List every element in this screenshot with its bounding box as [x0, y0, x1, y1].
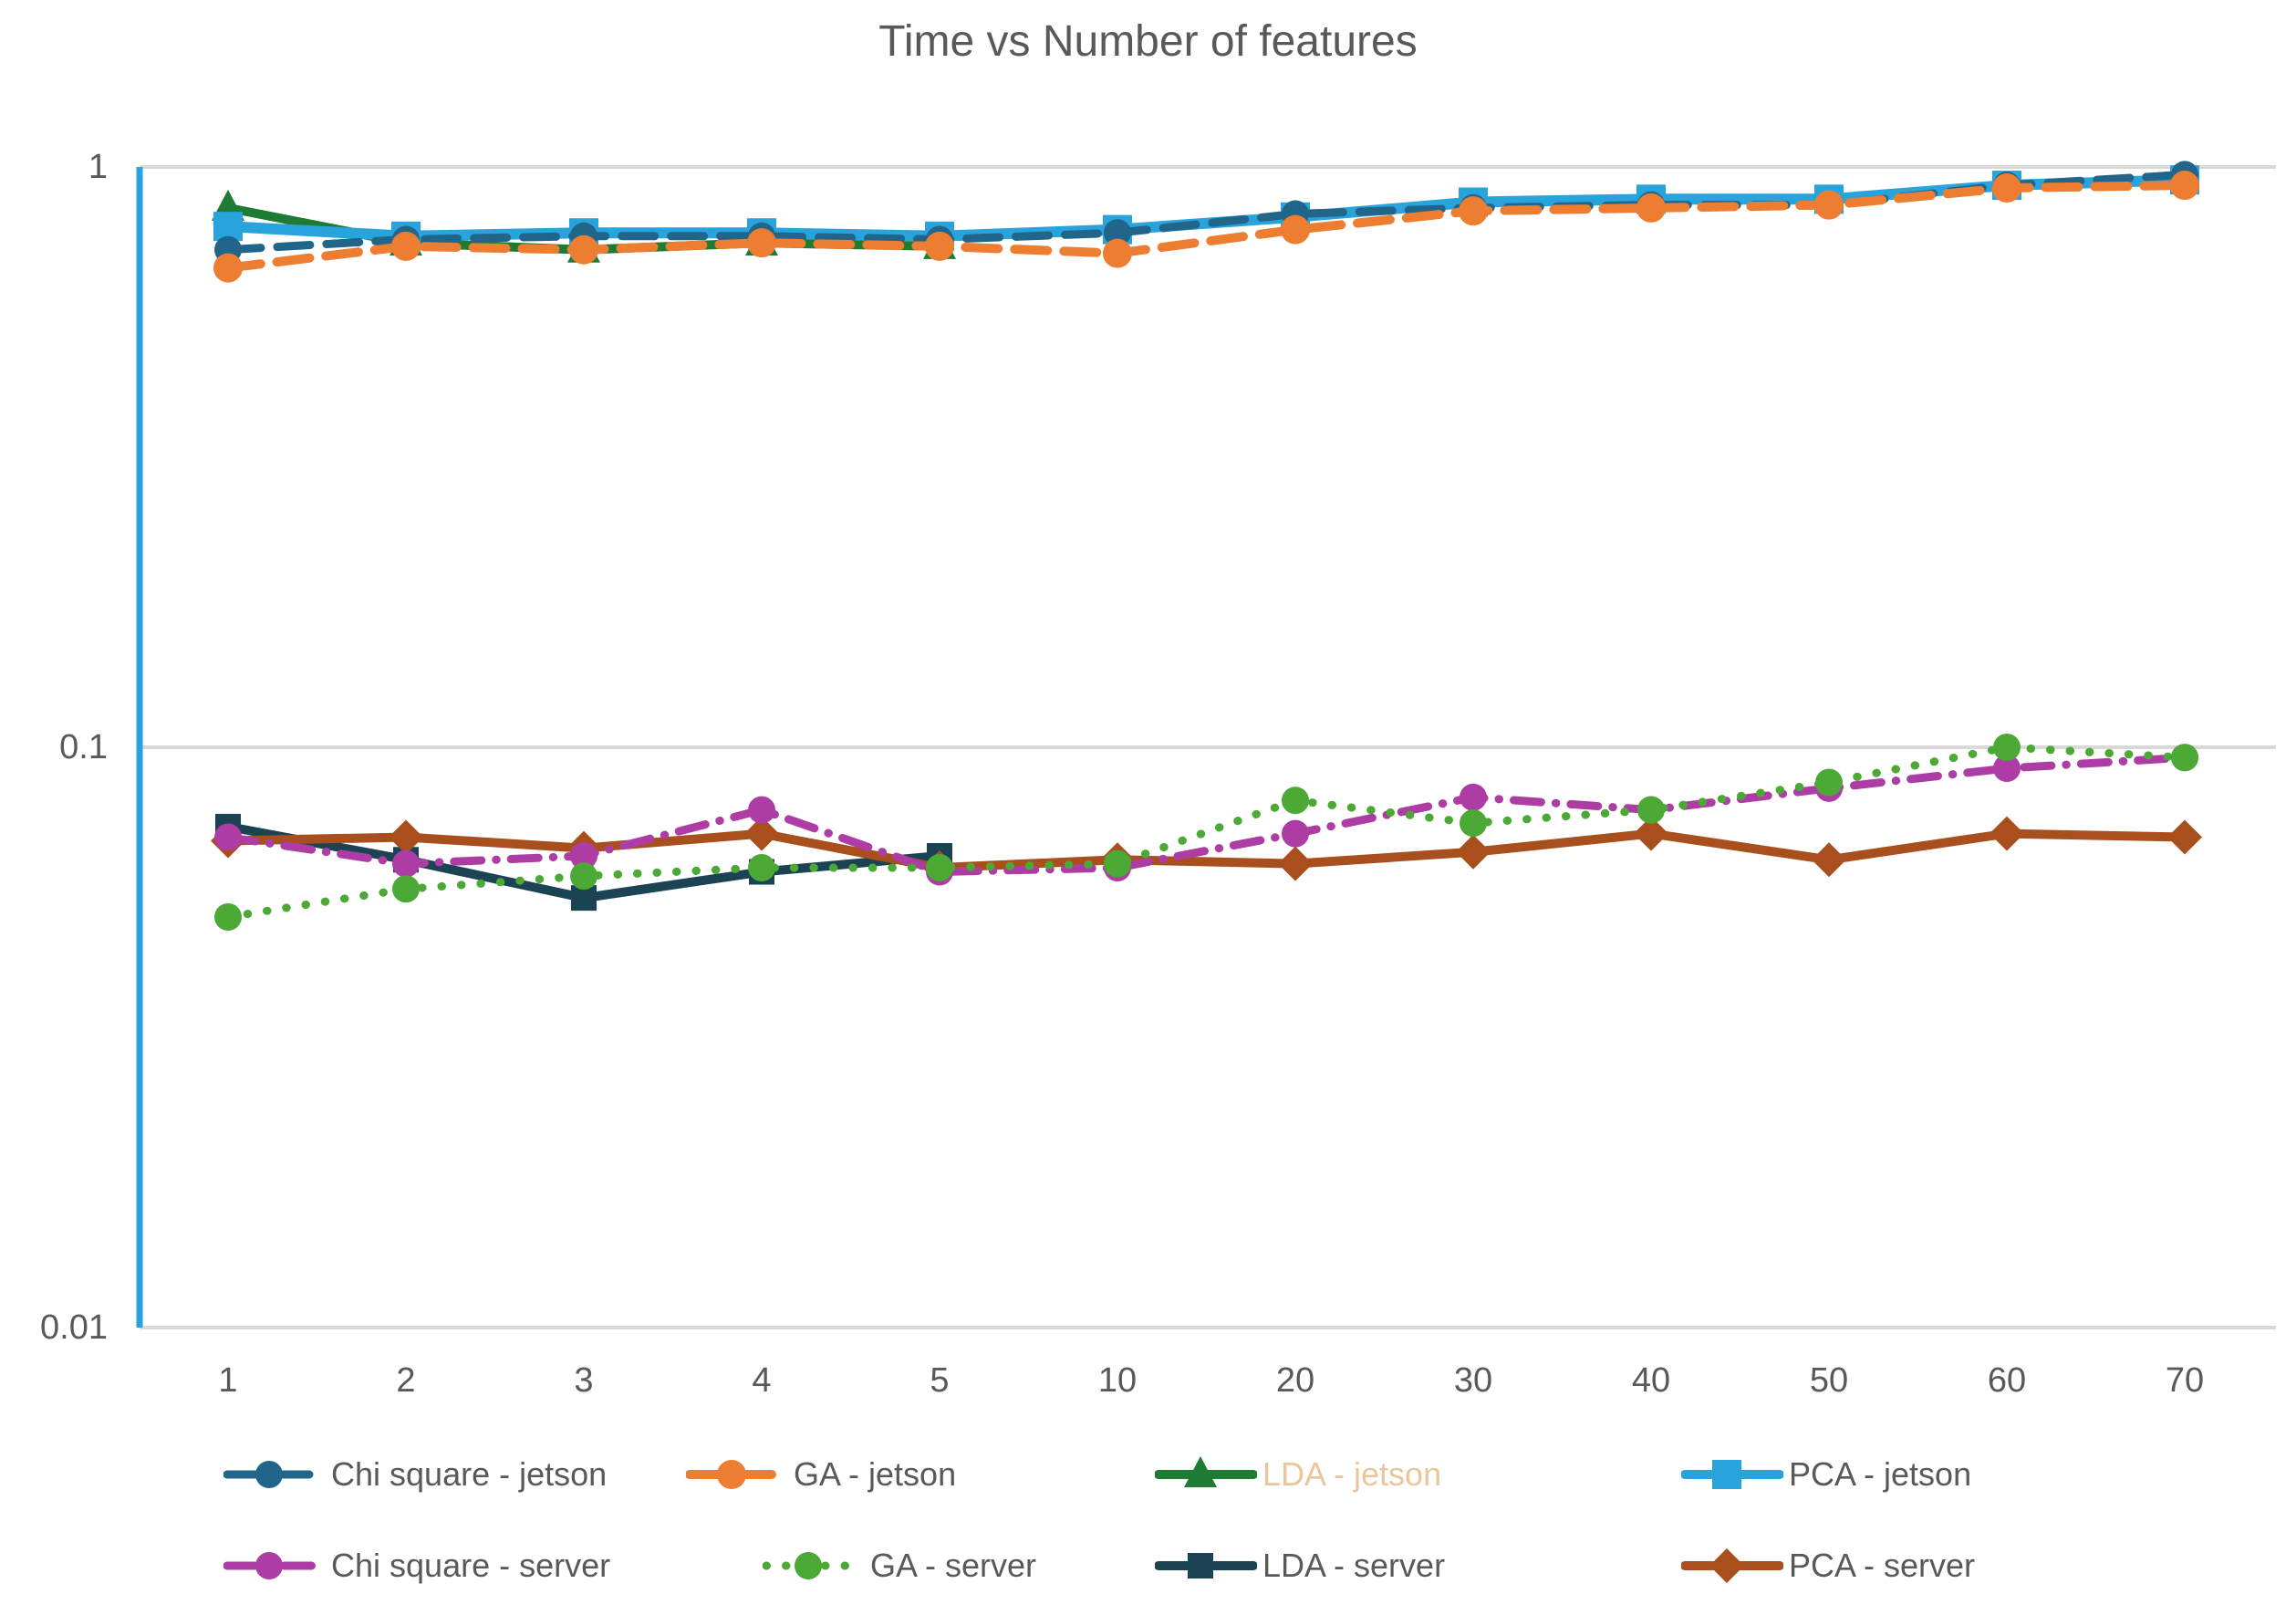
- marker-pca-server: [1709, 1548, 1744, 1583]
- marker-ga-jetson: [1636, 193, 1666, 223]
- y-tick-label-1: 1: [88, 148, 108, 186]
- legend-label-chi-square-jetson: Chi square - jetson: [331, 1455, 608, 1493]
- y-tick-label-0.1: 0.1: [59, 728, 108, 766]
- marker-ga-server: [926, 854, 953, 882]
- marker-ga-jetson: [1103, 238, 1132, 268]
- marker-ga-jetson: [747, 228, 776, 258]
- marker-ga-jetson: [391, 231, 421, 261]
- marker-ga-jetson: [1992, 173, 2021, 203]
- marker-ga-jetson: [925, 231, 954, 261]
- legend-marker-chi-square-server: [223, 1552, 326, 1579]
- marker-chi-square-server: [748, 796, 775, 824]
- series-line-pca-server: [223, 828, 2189, 873]
- marker-ga-server: [570, 862, 597, 891]
- marker-pca-server: [1456, 834, 1491, 870]
- x-tick-label-70: 70: [2165, 1361, 2205, 1400]
- x-tick-label-20: 20: [1275, 1361, 1315, 1400]
- marker-ga-jetson: [1814, 190, 1844, 220]
- x-tick-label-30: 30: [1453, 1361, 1493, 1400]
- series-line-ga-jetson: [223, 181, 2189, 273]
- marker-chi-square-server: [570, 841, 597, 870]
- series-line-ga-server: [223, 743, 2189, 922]
- legend-item-lda-server: LDA - server: [1155, 1546, 1445, 1586]
- marker-pca-server: [2167, 819, 2202, 855]
- marker-chi-square-jetson: [1104, 219, 1131, 247]
- legend-item-lda-jetson: LDA - jetson: [1155, 1454, 1441, 1495]
- marker-ga-server: [1815, 768, 1843, 797]
- marker-pca-jetson: [1712, 1460, 1741, 1489]
- legend-item-chi-square-server: Chi square - server: [223, 1546, 610, 1586]
- marker-lda-jetson: [1184, 1456, 1217, 1487]
- legend-label-chi-square-server: Chi square - server: [331, 1547, 611, 1584]
- marker-chi-square-server: [214, 823, 242, 851]
- legend-marker-lda-server: [1155, 1553, 1257, 1579]
- legend-item-pca-jetson: PCA - jetson: [1681, 1454, 1971, 1495]
- legend-marker-ga-server: [763, 1552, 865, 1579]
- marker-chi-square-server: [1460, 783, 1487, 811]
- marker-ga-jetson: [213, 253, 243, 283]
- marker-ga-jetson: [717, 1460, 746, 1489]
- marker-ga-server: [214, 902, 242, 931]
- x-tick-label-1: 1: [218, 1361, 238, 1400]
- marker-ga-server: [1460, 809, 1487, 838]
- legend-marker-chi-square-jetson: [223, 1461, 326, 1488]
- series-markers-ga-jetson: [213, 171, 2199, 283]
- marker-ga-server: [1104, 849, 1131, 878]
- legend-label-lda-server: LDA - server: [1262, 1547, 1446, 1584]
- marker-chi-square-server: [392, 849, 420, 878]
- marker-ga-jetson: [1281, 214, 1310, 245]
- legend-label-ga-server: GA - server: [870, 1547, 1037, 1584]
- marker-ga-server: [2171, 744, 2198, 772]
- y-tick-label-0.01: 0.01: [40, 1308, 108, 1347]
- series-line-pca-jetson: [223, 174, 2190, 242]
- series-line-chi-square-server: [223, 753, 2189, 877]
- x-tick-label-40: 40: [1631, 1361, 1671, 1400]
- x-tick-label-4: 4: [752, 1361, 772, 1400]
- legend-label-pca-server: PCA - server: [1789, 1547, 1976, 1584]
- marker-ga-jetson: [569, 234, 598, 265]
- marker-ga-server: [1993, 734, 2021, 761]
- x-tick-label-50: 50: [1809, 1361, 1849, 1400]
- marker-ga-jetson: [1459, 196, 1488, 226]
- marker-chi-square-jetson: [255, 1461, 283, 1488]
- marker-pca-server: [389, 819, 423, 855]
- marker-ga-server: [795, 1552, 822, 1579]
- marker-pca-server: [1812, 842, 1846, 878]
- marker-ga-server: [392, 875, 420, 903]
- series-line-chi-square-jetson: [223, 170, 2189, 255]
- marker-chi-square-server: [1282, 819, 1309, 848]
- marker-ga-server: [1637, 796, 1665, 824]
- marker-pca-server: [1990, 816, 2024, 851]
- chart-title: Time vs Number of features: [878, 17, 1418, 66]
- legend-label-lda-jetson: LDA - jetson: [1262, 1455, 1442, 1493]
- marker-ga-jetson: [2170, 171, 2199, 201]
- x-tick-label-2: 2: [396, 1361, 416, 1400]
- series-markers-ga-server: [214, 734, 2198, 931]
- marker-lda-server: [1188, 1553, 1213, 1579]
- marker-ga-server: [748, 854, 775, 882]
- legend-item-chi-square-jetson: Chi square - jetson: [223, 1454, 607, 1495]
- x-tick-label-10: 10: [1097, 1361, 1138, 1400]
- x-tick-label-3: 3: [574, 1361, 594, 1400]
- marker-ga-server: [1282, 787, 1309, 815]
- legend-marker-pca-server: [1681, 1548, 1783, 1583]
- legend-item-pca-server: PCA - server: [1681, 1546, 1975, 1586]
- marker-pca-server: [1278, 846, 1313, 881]
- x-tick-label-5: 5: [930, 1361, 950, 1400]
- marker-pca-server: [1634, 816, 1668, 851]
- legend-item-ga-server: GA - server: [763, 1546, 1036, 1586]
- legend-marker-lda-jetson: [1155, 1456, 1257, 1487]
- marker-chi-square-server: [1993, 755, 2021, 783]
- legend-item-ga-jetson: GA - jetson: [686, 1454, 956, 1495]
- legend-marker-ga-jetson: [686, 1460, 788, 1489]
- legend-label-ga-jetson: GA - jetson: [794, 1455, 957, 1493]
- x-tick-label-60: 60: [1987, 1361, 2027, 1400]
- marker-chi-square-server: [255, 1552, 283, 1579]
- legend-marker-pca-jetson: [1681, 1460, 1783, 1489]
- legend-label-pca-jetson: PCA - jetson: [1789, 1455, 1972, 1493]
- marker-pca-server: [744, 816, 779, 851]
